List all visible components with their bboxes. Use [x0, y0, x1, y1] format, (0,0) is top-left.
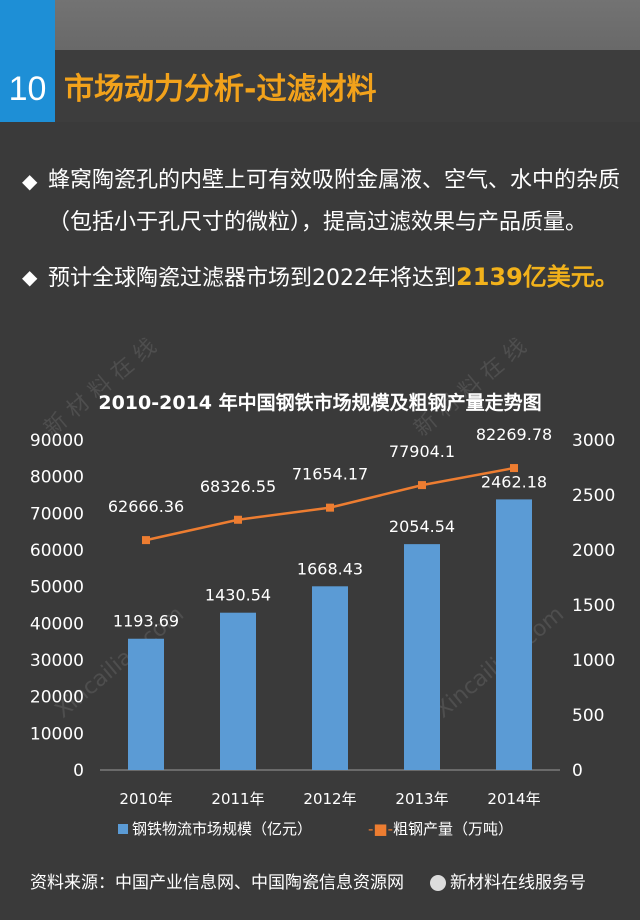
diamond-bullet-icon: ◆	[22, 265, 38, 289]
bullet-highlight: 2139亿美元。	[456, 263, 619, 291]
y-left-tick-label: 50000	[30, 578, 84, 598]
section-number-box	[0, 0, 55, 122]
line-data-label: 77904.1	[389, 442, 455, 461]
legend-line-marker-icon: -■-	[368, 820, 393, 838]
legend-label: 粗钢产量（万吨）	[393, 820, 514, 838]
line-point	[326, 503, 334, 512]
line-point	[510, 464, 518, 473]
source-note: 资料来源：中国产业信息网、中国陶瓷信息资源网	[30, 873, 404, 893]
y-left-tick-label: 70000	[30, 504, 84, 524]
section-number: 10	[8, 70, 47, 108]
x-tick-label: 2010年	[119, 790, 172, 808]
bar-data-label: 1668.43	[297, 559, 363, 578]
line-data-label: 82269.78	[476, 425, 552, 444]
bar	[496, 499, 532, 770]
line-point	[418, 481, 426, 490]
bar	[128, 638, 164, 770]
y-left-tick-label: 30000	[30, 651, 84, 671]
diamond-bullet-icon: ◆	[22, 169, 38, 193]
bar	[404, 544, 440, 770]
wechat-logo-icon	[430, 875, 446, 891]
brand-footer: 新材料在线服务号	[430, 868, 586, 893]
legend-bar-swatch-icon	[118, 824, 128, 834]
y-left-tick-label: 80000	[30, 468, 84, 488]
bullet-text: 预计全球陶瓷过滤器市场到2022年将达到	[48, 266, 456, 291]
line-point	[142, 536, 150, 545]
header-title-bar	[0, 50, 640, 122]
brand-label: 新材料在线服务号	[450, 873, 586, 893]
bullet-list: ◆ 蜂窝陶瓷孔的内壁上可有效吸附金属液、空气、水中的杂质（包括小于孔尺寸的微粒）…	[22, 160, 622, 300]
x-tick-label: 2014年	[487, 790, 540, 808]
y-right-tick-label: 2000	[572, 541, 615, 561]
legend-item-line: -■-粗钢产量（万吨）	[368, 818, 513, 839]
x-tick-label: 2013年	[395, 790, 448, 808]
bar-data-label: 2462.18	[481, 472, 547, 491]
bar-data-label: 1193.69	[113, 612, 179, 631]
y-left-tick-label: 0	[73, 761, 84, 781]
y-right-tick-label: 1000	[572, 651, 615, 671]
bar	[220, 612, 256, 770]
y-left-tick-label: 10000	[30, 724, 84, 744]
y-left-tick-label: 20000	[30, 688, 84, 708]
y-right-tick-label: 1500	[572, 596, 615, 616]
line-point	[234, 515, 242, 524]
chart-title: 2010-2014 年中国钢铁市场规模及粗钢产量走势图	[98, 392, 542, 414]
y-left-tick-label: 90000	[30, 431, 84, 451]
bullet-item: ◆ 预计全球陶瓷过滤器市场到2022年将达到2139亿美元。	[22, 256, 622, 300]
y-right-tick-label: 500	[572, 706, 604, 726]
bullet-item: ◆ 蜂窝陶瓷孔的内壁上可有效吸附金属液、空气、水中的杂质（包括小于孔尺寸的微粒）…	[22, 160, 622, 244]
line-data-label: 71654.17	[292, 465, 368, 484]
legend-item-bar: 钢铁物流市场规模（亿元）	[118, 818, 312, 839]
y-right-tick-label: 2500	[572, 486, 615, 506]
x-tick-label: 2012年	[303, 790, 356, 808]
page-title: 市场动力分析-过滤材料	[64, 72, 377, 107]
legend-label: 钢铁物流市场规模（亿元）	[132, 820, 313, 838]
y-left-tick-label: 60000	[30, 541, 84, 561]
line-data-label: 68326.55	[200, 477, 276, 496]
y-left-tick-label: 40000	[30, 614, 84, 634]
y-right-tick-label: 0	[572, 761, 583, 781]
y-right-tick-label: 3000	[572, 431, 615, 451]
x-tick-label: 2011年	[211, 790, 264, 808]
bar	[312, 586, 348, 770]
line-data-label: 62666.36	[108, 497, 184, 516]
bar-data-label: 2054.54	[389, 517, 455, 536]
bar-data-label: 1430.54	[205, 586, 271, 605]
bullet-text: 蜂窝陶瓷孔的内壁上可有效吸附金属液、空气、水中的杂质（包括小于孔尺寸的微粒），提…	[48, 168, 621, 235]
